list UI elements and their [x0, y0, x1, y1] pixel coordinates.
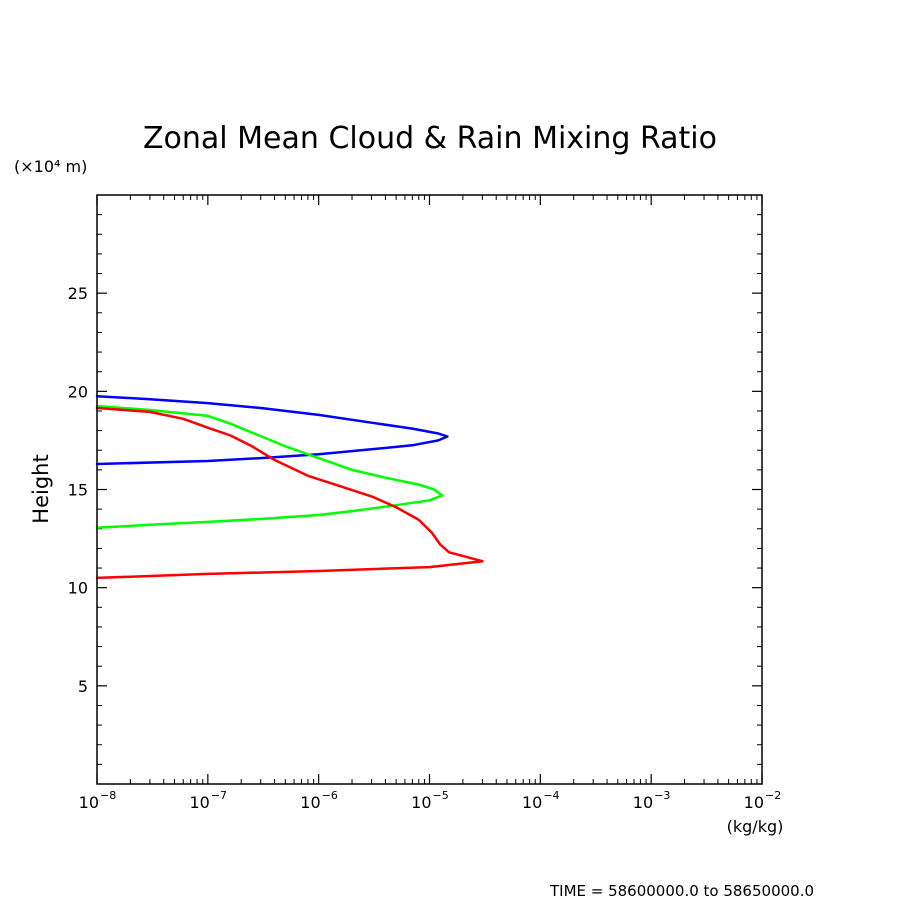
y-unit-label: (×10⁴ m)	[14, 157, 87, 176]
x-tick-exponent: −4	[543, 789, 559, 802]
y-tick-label: 10	[68, 579, 88, 598]
x-tick-exponent: −5	[433, 789, 449, 802]
series-line-3	[95, 406, 484, 580]
chart-title: Zonal Mean Cloud & Rain Mixing Ratio	[143, 121, 717, 156]
x-tick-label: 10	[522, 793, 542, 812]
x-tick-exponent: −3	[654, 789, 670, 802]
y-tick-label: 20	[68, 382, 88, 401]
x-tick-label: 10	[633, 793, 653, 812]
footer-time-text: TIME = 58600000.0 to 58650000.0	[549, 882, 814, 900]
series-line-2	[95, 404, 444, 530]
x-tick-exponent: −7	[211, 789, 227, 802]
x-tick-label: 10	[411, 793, 431, 812]
x-tick-label: 10	[744, 793, 764, 812]
x-tick-label: 10	[189, 793, 209, 812]
x-tick-exponent: −6	[322, 789, 338, 802]
y-axis-label: Height	[29, 454, 53, 523]
series-line-1	[95, 394, 449, 466]
y-tick-label: 25	[68, 284, 88, 303]
x-tick-label: 10	[79, 793, 99, 812]
x-tick-exponent: −2	[765, 789, 781, 802]
x-tick-label: 10	[300, 793, 320, 812]
series-lines	[95, 394, 484, 580]
x-tick-exponent: −8	[100, 789, 116, 802]
y-tick-label: 5	[78, 677, 88, 696]
x-unit-label: (kg/kg)	[727, 817, 784, 836]
plot-frame	[96, 194, 763, 785]
y-tick-label: 15	[68, 481, 88, 500]
